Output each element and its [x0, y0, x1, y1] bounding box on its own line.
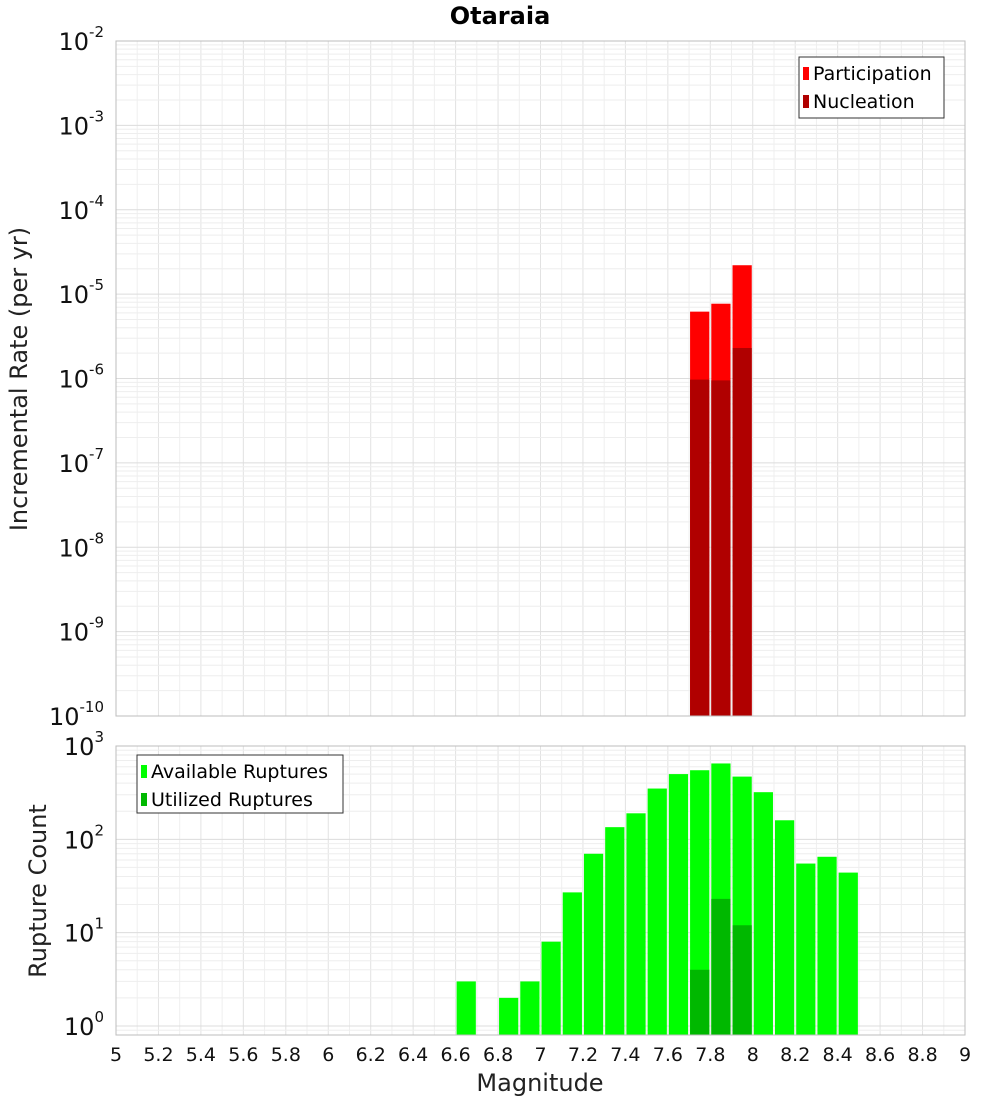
rate-legend-label: Participation [813, 63, 932, 85]
x-tick-label: 8.4 [823, 1044, 853, 1066]
rate-y-tick-label: 10-3 [58, 107, 104, 140]
x-tick-label: 7.4 [610, 1044, 640, 1066]
rate-y-tick-label: 10-8 [58, 529, 104, 562]
rate-frame [115, 40, 966, 717]
count-bar [711, 898, 731, 1035]
x-axis-label: Magnitude [476, 1069, 603, 1097]
count-legend-label: Available Ruptures [151, 761, 328, 783]
count-bar [520, 981, 540, 1035]
top-y-axis-label: Incremental Rate (per yr) [5, 227, 33, 531]
x-tick-label: 5.2 [143, 1044, 173, 1066]
count-bar [838, 872, 858, 1035]
x-tick-label: 8 [747, 1044, 759, 1066]
x-tick-label: 8.2 [780, 1044, 810, 1066]
count-y-tick-label: 103 [64, 728, 104, 761]
x-tick-label: 9 [959, 1044, 971, 1066]
rate-bar [711, 380, 731, 716]
count-bar [583, 853, 604, 1035]
x-tick-label: 8.8 [907, 1044, 937, 1066]
count-frame [115, 745, 966, 1036]
chart-title: Otaraia [450, 2, 551, 30]
x-tick-label: 7 [534, 1044, 546, 1066]
count-bar [562, 892, 582, 1035]
rate-legend: Participation Nucleation [798, 56, 945, 119]
count-legend: Available Ruptures Utilized Ruptures [136, 754, 344, 814]
rate-y-tick-label: 10-5 [58, 276, 104, 309]
x-tick-label: 7.6 [653, 1044, 683, 1066]
x-tick-label: 6 [322, 1044, 334, 1066]
rate-legend-box [798, 56, 945, 119]
bottom-y-axis-label: Rupture Count [24, 804, 52, 978]
rate-y-tick-label: 10-4 [58, 192, 104, 225]
x-tick-label: 6.2 [356, 1044, 386, 1066]
count-bar [647, 788, 667, 1035]
rate-y-tick-label: 10-7 [58, 445, 104, 478]
count-bar [753, 792, 773, 1035]
count-y-tick-label: 102 [64, 821, 104, 854]
count-bar [626, 813, 646, 1035]
count-bar [499, 997, 519, 1035]
x-tick-label: 5.4 [186, 1044, 216, 1066]
count-bar [690, 770, 710, 1035]
x-tick-label: 5.6 [228, 1044, 258, 1066]
rate-y-tick-label: 10-10 [49, 698, 104, 731]
x-tick-label: 7.2 [568, 1044, 598, 1066]
count-legend-swatch [141, 765, 147, 778]
count-series-0 [456, 763, 858, 1035]
count-bar [774, 820, 795, 1035]
count-bar [817, 856, 837, 1035]
rate-panel: 10-10 10-9 10-8 10-7 10-6 10-5 10-4 10-3 10-2 Par… [49, 23, 966, 731]
rate-y-tick-label: 10-9 [58, 614, 104, 647]
count-bar [456, 981, 476, 1035]
count-y-tick-label: 100 [64, 1008, 104, 1041]
rate-legend-swatch [803, 67, 809, 80]
count-bar [732, 925, 752, 1035]
x-tick-label: 6.4 [398, 1044, 428, 1066]
rate-series-1 [690, 347, 752, 716]
count-legend-box [136, 754, 344, 814]
x-tick-label: 6.8 [483, 1044, 513, 1066]
x-tick-label: 8.6 [865, 1044, 895, 1066]
count-legend-label: Utilized Ruptures [151, 789, 313, 811]
rate-bar [732, 347, 752, 716]
x-tick-label: 7.8 [695, 1044, 725, 1066]
count-bar [668, 774, 689, 1035]
count-series-1 [690, 898, 752, 1035]
count-bar [796, 863, 816, 1035]
x-tick-label: 5.8 [271, 1044, 301, 1066]
rate-grid [115, 40, 966, 717]
count-y-tick-label: 101 [64, 915, 104, 948]
count-legend-swatch [141, 793, 147, 806]
count-bar [690, 969, 710, 1035]
rate-legend-label: Nucleation [813, 91, 915, 113]
count-bar [541, 941, 561, 1035]
rate-y-tick-label: 10-6 [58, 361, 104, 394]
x-tick-label: 5 [110, 1044, 122, 1066]
rate-y-tick-label: 10-2 [58, 23, 104, 56]
count-bar [605, 827, 625, 1035]
x-tick-label: 6.6 [440, 1044, 470, 1066]
rate-bar [690, 379, 710, 716]
rate-legend-swatch [803, 95, 809, 108]
